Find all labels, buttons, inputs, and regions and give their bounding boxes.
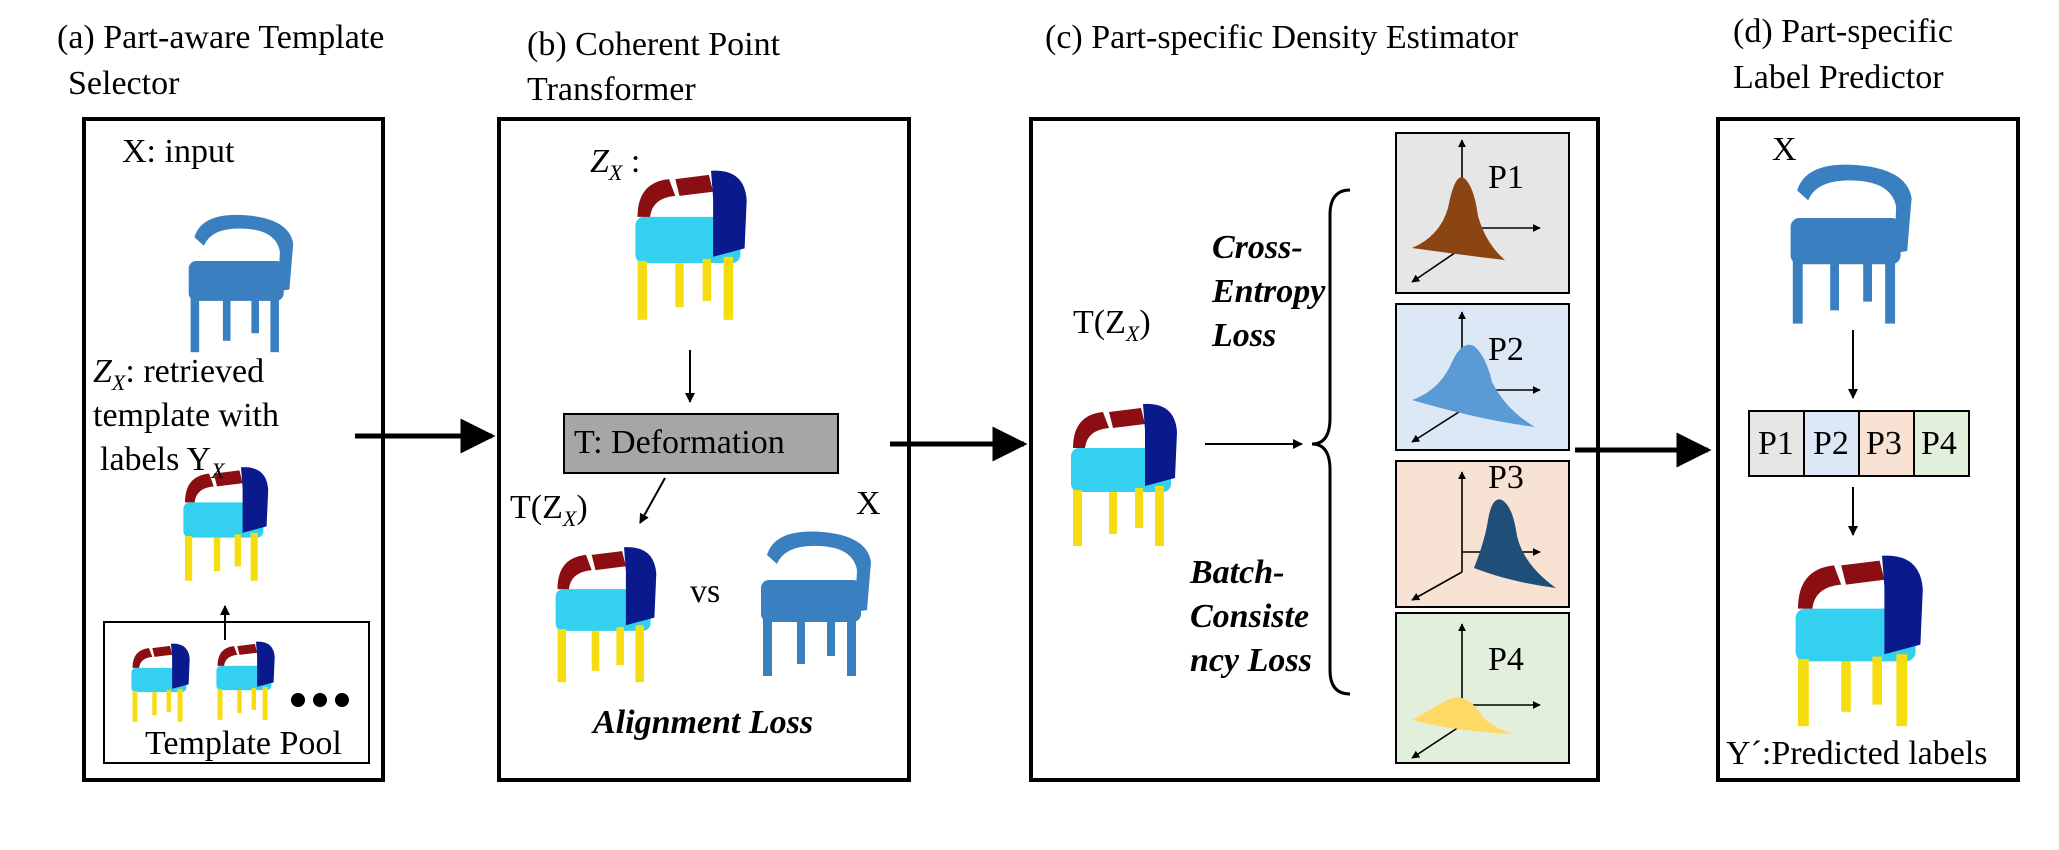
curly-brace <box>1311 188 1351 696</box>
density-plot-p3 <box>1411 471 1556 601</box>
part-labels-row <box>1748 410 1970 477</box>
part-label-p1: P1 <box>1758 425 1794 462</box>
pool-ellipsis-dot <box>335 693 349 707</box>
density-label-p2: P2 <box>1488 331 1524 368</box>
caption-a-line1: (a) Part-aware Template <box>57 19 385 56</box>
caption-b-line2: Transformer <box>527 71 696 108</box>
caption-a-line2: Selector <box>68 65 180 102</box>
density-label-p4: P4 <box>1488 641 1524 678</box>
part-cell-p4 <box>1915 412 1968 475</box>
tzx-label-b: T(ZX) <box>510 489 588 531</box>
vs-label-b: vs <box>690 573 721 610</box>
density-plot-p4 <box>1411 623 1541 759</box>
density-curve-p2 <box>1412 344 1535 427</box>
density-box-p1 <box>1395 132 1570 294</box>
pool-chair-2 <box>216 641 275 720</box>
pool-ellipsis-dot <box>291 693 305 707</box>
desc-labels-a: labels YX <box>100 441 225 483</box>
part-cell-p1 <box>1750 412 1805 475</box>
template-chair-b <box>635 170 747 320</box>
tzx-label-c: T(ZX) <box>1073 304 1151 346</box>
template-pool-label: Template Pool <box>145 725 342 762</box>
deformed-chair-b <box>555 547 657 683</box>
part-cell-p3 <box>1860 412 1915 475</box>
ce-loss-line1: Cross- <box>1212 229 1303 266</box>
part-label-p4: P4 <box>1921 425 1957 462</box>
density-label-p1: P1 <box>1488 159 1524 196</box>
input-label-a: X: input <box>122 133 235 170</box>
deformation-box <box>563 413 839 474</box>
template-pool-box <box>103 621 370 764</box>
density-box-p4 <box>1395 612 1570 764</box>
density-curve-p4 <box>1412 697 1515 734</box>
alignment-loss-label: Alignment Loss <box>593 704 814 741</box>
pool-ellipsis-dot <box>313 693 327 707</box>
density-label-p3: P3 <box>1488 459 1524 496</box>
deform-to-result-arrow <box>639 477 666 524</box>
zx-desc-a: ZX: retrieved <box>93 353 265 395</box>
x-label-b: X <box>856 485 881 522</box>
predicted-chair-d <box>1795 555 1923 727</box>
density-plot-p2 <box>1411 311 1541 443</box>
input-chair-d <box>1790 164 1912 324</box>
caption-b-line1: (b) Coherent Point <box>527 26 781 63</box>
density-curve-p1 <box>1412 177 1505 260</box>
desc-line2-a: template with <box>93 397 280 434</box>
part-label-p2: P2 <box>1813 425 1849 462</box>
caption-d-line2: Label Predictor <box>1733 59 1944 96</box>
pool-chair-1 <box>131 643 190 722</box>
deformed-chair-c <box>1071 403 1177 546</box>
deformation-label: T: Deformation <box>574 424 785 461</box>
caption-d-line1: (d) Part-specific <box>1733 13 1953 50</box>
bc-loss-line1: Batch- <box>1190 554 1285 591</box>
ce-loss-line2: Entropy <box>1212 273 1326 310</box>
part-label-p3: P3 <box>1866 425 1902 462</box>
x-label-d: X <box>1772 131 1797 168</box>
caption-c: (c) Part-specific Density Estimator <box>1045 19 1519 56</box>
ce-loss-line3: Loss <box>1212 317 1277 354</box>
zx-label-b: ZX : <box>590 143 641 185</box>
input-chair-b <box>761 531 871 676</box>
bc-loss-line3: ncy Loss <box>1190 642 1312 679</box>
part-cell-p2 <box>1805 412 1860 475</box>
density-curve-p3 <box>1474 499 1556 588</box>
density-plot-p1 <box>1411 139 1541 283</box>
predicted-labels-caption: Y´:Predicted labels <box>1726 735 1988 772</box>
input-chair-a <box>188 214 294 353</box>
bc-loss-line2: Consiste <box>1190 598 1310 635</box>
